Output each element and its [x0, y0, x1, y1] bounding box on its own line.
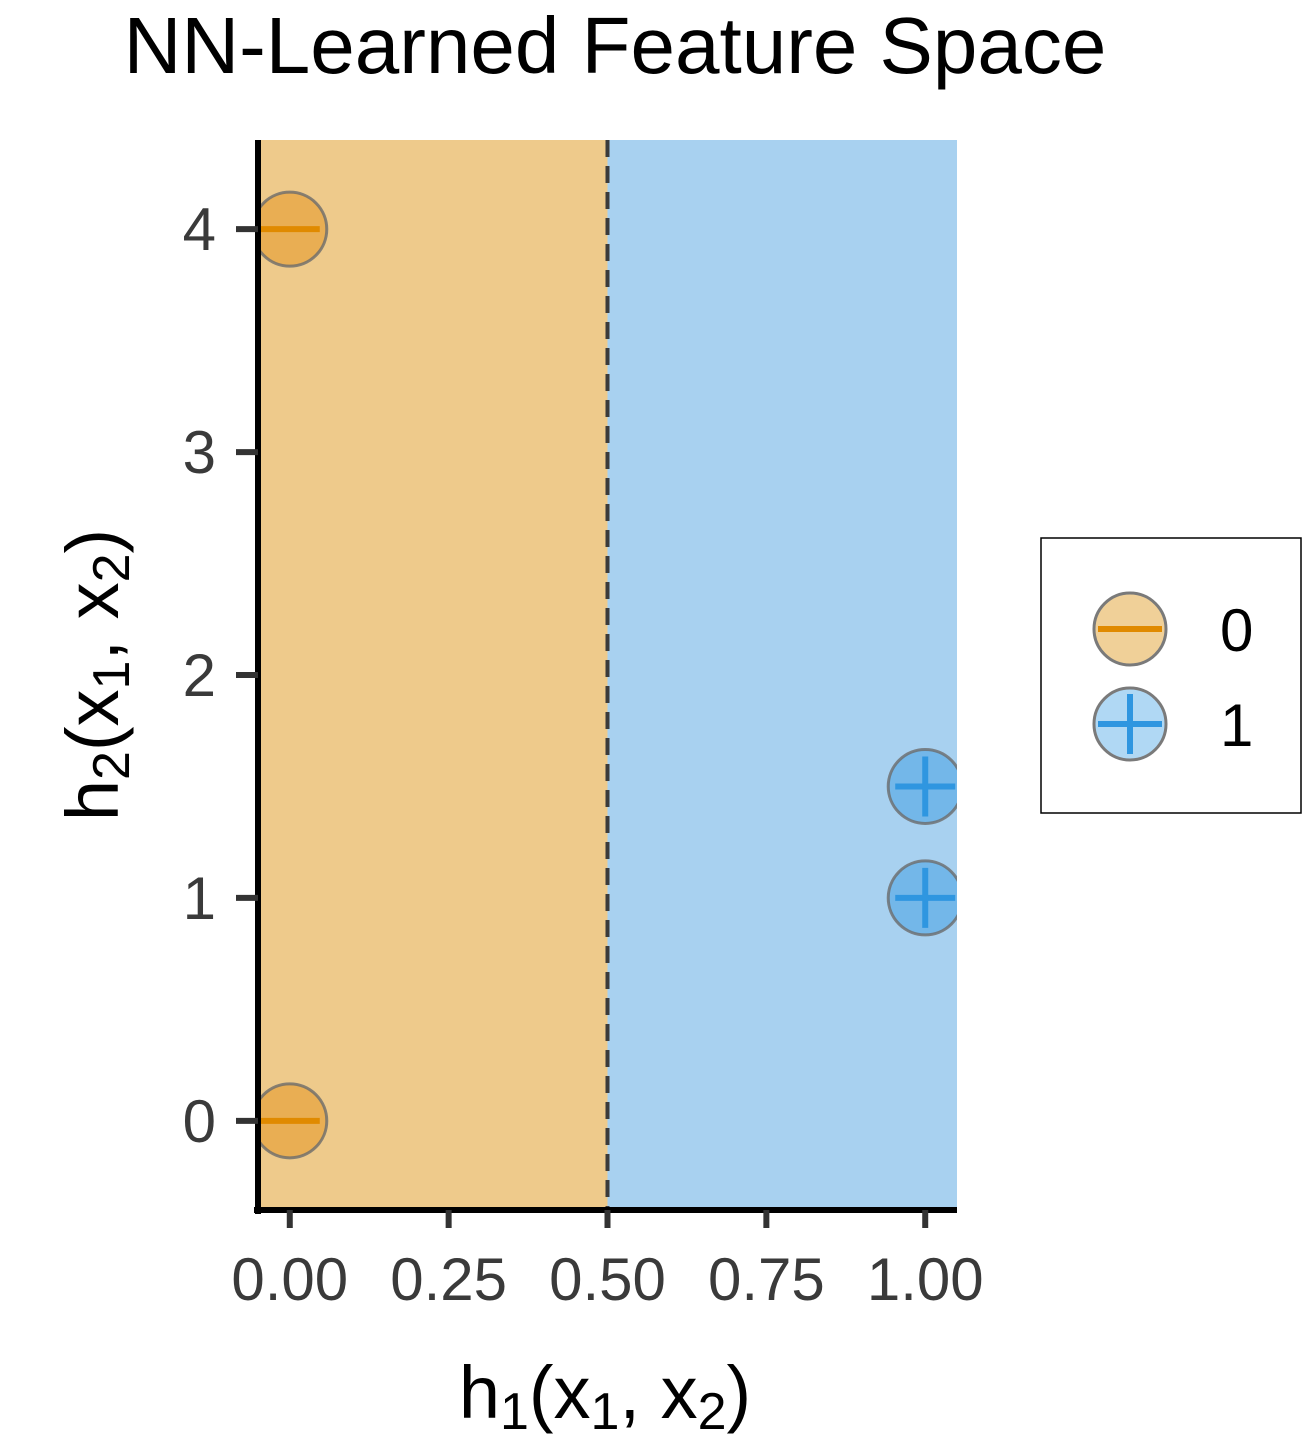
y-tick-label: 4	[183, 196, 216, 263]
legend-label: 1	[1220, 692, 1253, 759]
y-tick-label: 3	[183, 419, 216, 486]
x-tick-label: 0.25	[390, 1246, 507, 1313]
legend-box	[1040, 537, 1302, 814]
point-class-0-1	[258, 190, 329, 268]
legend-item-0: 0	[1092, 591, 1253, 667]
y-axis: 0 1 2 3 4	[183, 140, 261, 1214]
point-class-1-1	[886, 747, 957, 825]
y-axis-label: h2(x1, x2)	[51, 529, 141, 821]
x-tick-label: 0.00	[231, 1246, 348, 1313]
x-tick-label: 1.00	[867, 1246, 984, 1313]
x-tick-label: 0.50	[549, 1246, 666, 1313]
x-tick-label: 0.75	[708, 1246, 825, 1313]
y-tick-label: 1	[183, 865, 216, 932]
x-axis: 0.00 0.25 0.50 0.75 1.00	[231, 1207, 984, 1313]
data-points	[258, 190, 957, 1160]
point-class-1-2	[886, 859, 957, 937]
x-axis-label: h1(x1, x2)	[459, 1351, 751, 1435]
legend-item-1: 1	[1092, 686, 1253, 762]
plot-panel	[258, 140, 957, 1210]
class-region-1	[607, 140, 957, 1210]
y-tick-label: 2	[183, 642, 216, 709]
point-class-0-2	[258, 1082, 329, 1160]
class-region-0	[258, 140, 608, 1210]
y-tick-label: 0	[183, 1088, 216, 1155]
chart-title: NN-Learned Feature Space	[124, 1, 1107, 90]
legend: 01	[1040, 537, 1302, 814]
legend-label: 0	[1220, 597, 1253, 664]
